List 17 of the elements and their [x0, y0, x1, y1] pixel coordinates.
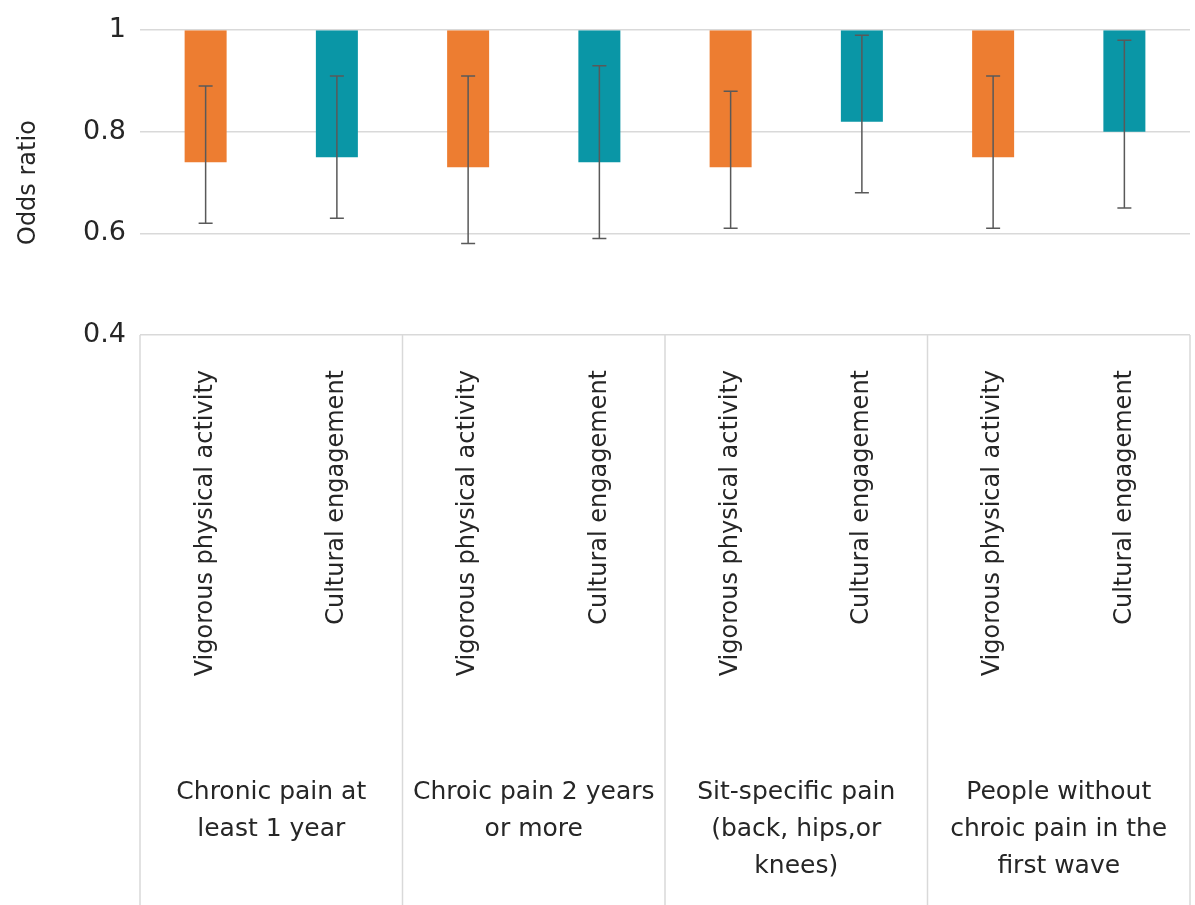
x-tick-label: Vigorous physical activity — [452, 370, 481, 677]
x-tick-label: Cultural engagement — [321, 370, 350, 625]
y-axis-title: Odds ratio — [12, 120, 41, 246]
text: Chroic pain 2 years or more — [412, 776, 655, 842]
x-tick-label: Cultural engagement — [583, 370, 612, 625]
x-tick-label: Cultural engagement — [1108, 370, 1137, 625]
x-tick-label: Vigorous physical activity — [714, 370, 743, 677]
x-tick-label: Vigorous physical activity — [189, 370, 218, 677]
y-tick-label: 0.4 — [83, 317, 126, 349]
text: Chronic pain at least 1 year — [176, 776, 367, 842]
x-tick-label: Vigorous physical activity — [977, 370, 1006, 677]
y-tick-label: 1 — [108, 12, 126, 44]
x-tick-label: Cultural engagement — [846, 370, 875, 625]
text: Sit-specific pain (back, hips,or knees) — [697, 776, 896, 879]
text: People without chroic pain in the first wave — [950, 776, 1168, 879]
y-tick-label: 0.6 — [83, 215, 126, 247]
y-tick-label: 0.8 — [83, 113, 126, 145]
